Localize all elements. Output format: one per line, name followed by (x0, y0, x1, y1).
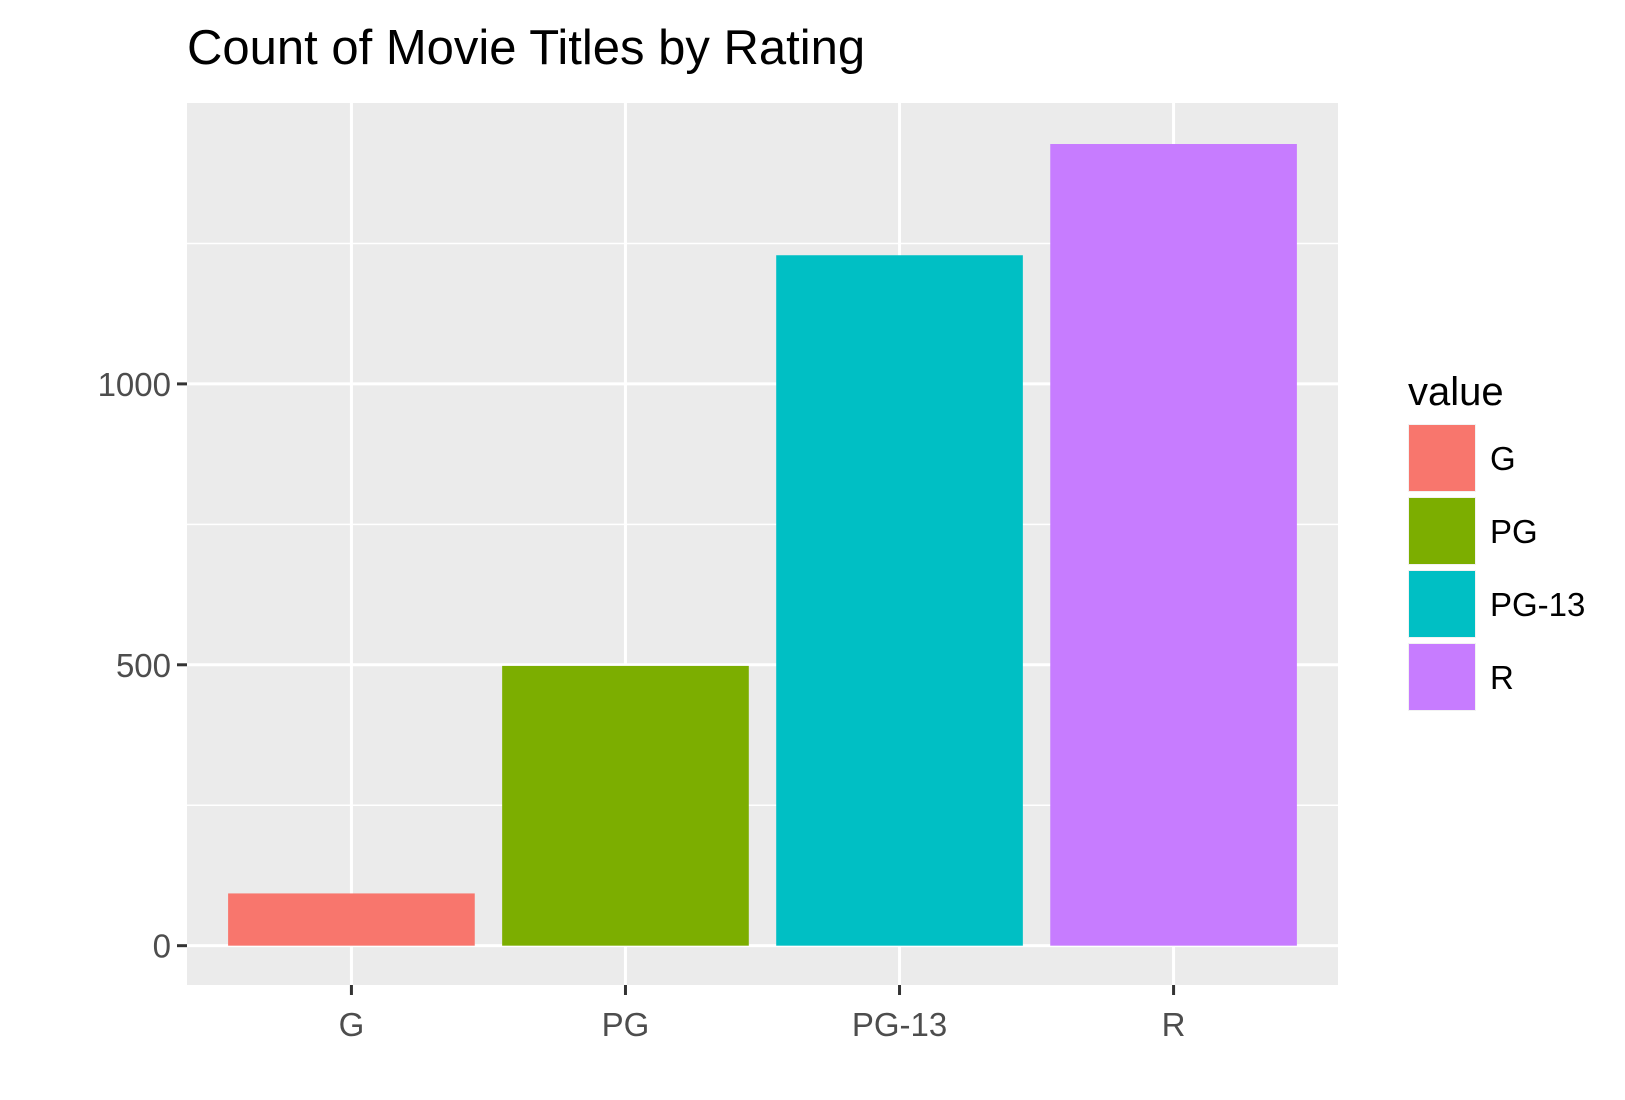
bar-r (1050, 144, 1297, 946)
legend-label: R (1490, 659, 1514, 696)
y-tick-label: 500 (116, 647, 171, 684)
bar-pg-13 (776, 255, 1023, 946)
bar-g (228, 893, 475, 946)
legend-swatch-g (1409, 425, 1475, 491)
legend-label: PG (1490, 513, 1538, 550)
bar-pg (502, 665, 749, 946)
legend-title: value (1408, 370, 1504, 414)
x-axis: G PG PG-13 R (339, 985, 1186, 1043)
y-axis: 0 500 1000 (98, 366, 187, 965)
x-tick-label: G (339, 1006, 365, 1043)
x-tick-label: PG-13 (852, 1006, 947, 1043)
legend-swatch-pg (1409, 498, 1475, 564)
x-tick-label: PG (602, 1006, 650, 1043)
legend-label: G (1490, 440, 1516, 477)
legend-swatch-r (1409, 644, 1475, 710)
bars (228, 144, 1297, 946)
x-tick-label: R (1162, 1006, 1186, 1043)
y-tick-label: 1000 (98, 366, 171, 403)
legend-label: PG-13 (1490, 586, 1585, 623)
legend: value G PG PG-13 R (1408, 370, 1585, 711)
legend-swatch-pg-13 (1409, 571, 1475, 637)
y-tick-label: 0 (153, 928, 171, 965)
chart-title: Count of Movie Titles by Rating (187, 21, 865, 75)
